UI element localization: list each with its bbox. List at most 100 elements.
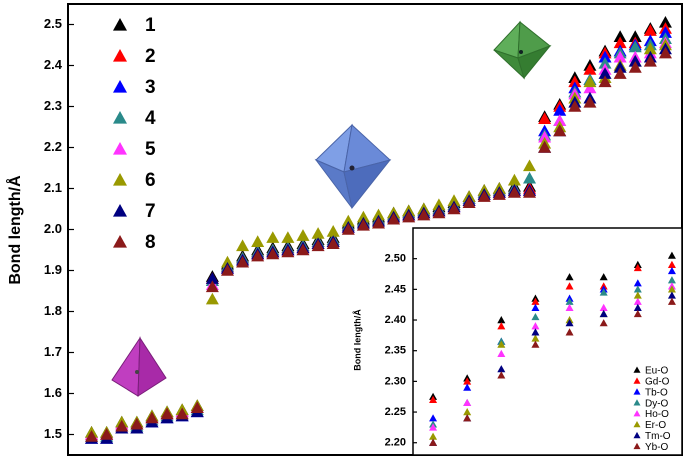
point bbox=[447, 194, 461, 206]
point bbox=[447, 202, 461, 215]
legend-marker bbox=[633, 410, 641, 417]
point bbox=[507, 186, 521, 198]
point bbox=[497, 316, 506, 324]
point bbox=[463, 408, 472, 416]
y-tick-label: 2.1 bbox=[44, 180, 62, 195]
legend-label: Tb-O bbox=[645, 387, 668, 398]
y-tick-label: 2.50 bbox=[385, 253, 406, 265]
point bbox=[356, 210, 370, 223]
point bbox=[613, 67, 627, 79]
point bbox=[667, 291, 676, 299]
point bbox=[251, 249, 265, 262]
point bbox=[205, 280, 219, 293]
legend-marker bbox=[113, 204, 127, 217]
point bbox=[538, 130, 552, 143]
point bbox=[429, 414, 438, 422]
point bbox=[565, 303, 574, 311]
legend-label: Dy-O bbox=[645, 398, 669, 409]
point bbox=[565, 273, 574, 281]
point bbox=[236, 239, 250, 252]
point bbox=[100, 428, 114, 440]
point bbox=[667, 260, 676, 269]
point bbox=[326, 225, 340, 237]
legend-marker bbox=[113, 80, 127, 93]
point bbox=[531, 303, 540, 311]
legend-label: Er-O bbox=[645, 420, 666, 431]
legend-marker bbox=[633, 399, 641, 406]
point bbox=[266, 247, 280, 260]
point bbox=[613, 30, 627, 42]
point bbox=[633, 263, 642, 272]
point bbox=[266, 231, 280, 243]
point bbox=[356, 218, 370, 231]
point bbox=[633, 297, 642, 305]
legend-marker bbox=[633, 377, 641, 384]
point bbox=[429, 432, 438, 440]
point bbox=[643, 42, 657, 55]
point bbox=[613, 50, 627, 63]
point bbox=[568, 100, 582, 112]
y-tick-label: 1.7 bbox=[44, 344, 62, 359]
legend-marker bbox=[633, 431, 641, 439]
main-plot: 1.5 1.6 1.7 1.8 1.9 2.0 2.1 2.2 2.3 2.4 2.5 1 2 3 4 5 6 7… bbox=[44, 15, 672, 444]
point bbox=[531, 297, 540, 305]
point bbox=[477, 190, 491, 202]
point bbox=[553, 114, 567, 127]
point bbox=[523, 186, 537, 198]
y-tick-label: 2.4 bbox=[44, 57, 63, 72]
point bbox=[341, 223, 355, 235]
inset-plot: 2.20 2.25 2.30 2.35 2.40 2.45 2.50 Eu-OGd-OTb-O… bbox=[385, 251, 676, 453]
point bbox=[667, 276, 676, 284]
point bbox=[296, 229, 310, 241]
y-tick-label: 2.20 bbox=[385, 437, 406, 449]
point bbox=[565, 319, 574, 327]
legend-marker bbox=[113, 173, 127, 186]
point bbox=[175, 407, 189, 420]
y-tick-label: 2.2 bbox=[44, 139, 62, 154]
point bbox=[643, 54, 657, 67]
y-tick-label: 1.8 bbox=[44, 303, 62, 318]
y-tick-label: 2.30 bbox=[385, 375, 406, 387]
point bbox=[130, 417, 144, 430]
point bbox=[538, 141, 552, 153]
point bbox=[115, 419, 129, 432]
point bbox=[538, 112, 552, 124]
y-tick-label: 2.3 bbox=[44, 98, 62, 113]
point bbox=[311, 227, 325, 239]
octahedron-icon bbox=[314, 123, 392, 210]
point bbox=[613, 61, 627, 73]
legend-marker bbox=[633, 388, 641, 395]
legend-label: 1 bbox=[145, 15, 156, 36]
legend-marker bbox=[113, 111, 127, 124]
point bbox=[432, 206, 446, 219]
legend-label: 5 bbox=[145, 139, 156, 160]
point bbox=[429, 438, 438, 446]
point bbox=[463, 383, 472, 391]
point bbox=[643, 24, 657, 36]
point bbox=[658, 26, 672, 38]
legend-label: Gd-O bbox=[645, 377, 670, 388]
point bbox=[583, 75, 597, 88]
point bbox=[236, 255, 250, 268]
point bbox=[429, 395, 438, 403]
point bbox=[429, 423, 438, 431]
legend-label: 3 bbox=[145, 77, 156, 98]
point bbox=[667, 266, 676, 275]
green-octahedron-icon bbox=[493, 20, 552, 80]
point bbox=[372, 216, 385, 229]
legend-label: Yb-O bbox=[645, 442, 669, 453]
legend-label: 6 bbox=[145, 170, 156, 191]
y-tick-label: 2.25 bbox=[385, 406, 406, 418]
legend-label: Eu-O bbox=[645, 366, 669, 377]
legend-marker bbox=[113, 235, 127, 248]
legend-label: 8 bbox=[145, 232, 156, 253]
point bbox=[492, 188, 506, 200]
y-tick-label: 2.35 bbox=[385, 345, 406, 357]
point bbox=[85, 430, 99, 442]
y-axis-label: Bond length/Å bbox=[5, 175, 24, 285]
legend-label: 7 bbox=[145, 201, 156, 222]
point bbox=[599, 288, 608, 296]
point bbox=[565, 297, 574, 305]
inset-frame bbox=[412, 227, 683, 456]
